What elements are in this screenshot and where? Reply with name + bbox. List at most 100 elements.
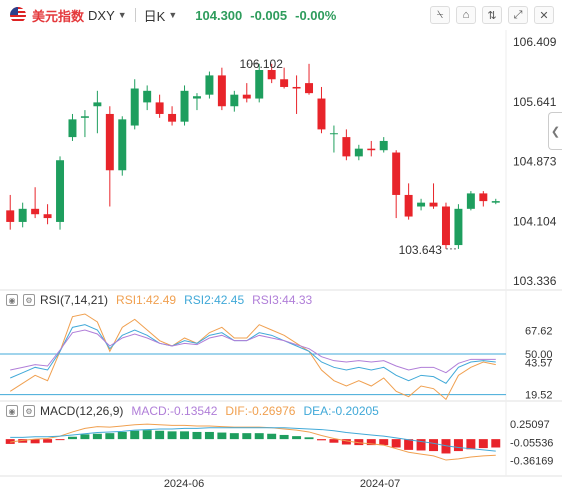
price-tick-label: 104.104 bbox=[513, 214, 557, 228]
rsi-name[interactable]: RSI(7,14,21) bbox=[40, 293, 109, 307]
candle-body bbox=[68, 119, 77, 138]
settings-icon[interactable]: ⌂ bbox=[456, 6, 476, 24]
candle-body bbox=[6, 210, 15, 222]
chevron-down-icon[interactable]: ▼ bbox=[117, 10, 127, 20]
macd-bar bbox=[441, 439, 451, 454]
rsi-tick-label: 50.00 bbox=[525, 349, 553, 361]
candle bbox=[305, 63, 314, 95]
macd-bar bbox=[404, 439, 414, 450]
macd-bar bbox=[5, 439, 15, 444]
candle bbox=[43, 204, 52, 225]
price-change-pct: -0.00% bbox=[295, 7, 337, 23]
candle-body bbox=[143, 90, 152, 103]
collapse-panel-button[interactable]: ❮ bbox=[548, 112, 562, 150]
chevron-down-icon[interactable]: ▼ bbox=[168, 10, 178, 20]
candle bbox=[354, 144, 363, 161]
macd-bar bbox=[379, 439, 389, 446]
candle-body bbox=[43, 214, 52, 219]
macd-bar bbox=[229, 433, 239, 440]
toolbar: 美元指数 DXY ▼ 日K ▼ 104.300 -0.005 -0.00% ⍀ ⌂… bbox=[0, 0, 562, 30]
candle bbox=[367, 140, 376, 157]
candle bbox=[404, 183, 413, 220]
macd-bar bbox=[242, 433, 252, 440]
candle-body bbox=[31, 208, 40, 215]
candle-body bbox=[417, 202, 426, 207]
settings-icon[interactable]: ⚙ bbox=[23, 405, 35, 417]
candle bbox=[342, 129, 351, 161]
candle-body bbox=[80, 116, 89, 118]
candle-body bbox=[93, 102, 102, 107]
candle-body bbox=[404, 194, 413, 217]
last-price: 104.300 bbox=[195, 7, 243, 23]
rsi-header: ◉ ⚙ RSI(7,14,21) RSI1:42.49 RSI2:42.45 R… bbox=[6, 293, 312, 307]
index-name[interactable]: 美元指数 bbox=[32, 8, 85, 24]
indicator-icon[interactable]: ⍀ bbox=[430, 6, 450, 24]
eye-icon[interactable]: ◉ bbox=[6, 294, 18, 306]
macd-bar bbox=[180, 431, 190, 440]
macd-bar bbox=[354, 439, 364, 446]
candle-body bbox=[56, 160, 65, 222]
candle bbox=[205, 71, 214, 99]
macd-bar bbox=[292, 436, 302, 440]
candle-body bbox=[118, 119, 127, 171]
price-tick-label: 106.409 bbox=[513, 35, 557, 49]
dif-value: DIF:-0.26976 bbox=[225, 404, 296, 418]
macd-name[interactable]: MACD(12,26,9) bbox=[40, 404, 124, 418]
candle bbox=[255, 63, 264, 103]
rsi-tick-label: 19.52 bbox=[525, 390, 553, 402]
settings-icon[interactable]: ⚙ bbox=[23, 294, 35, 306]
candle bbox=[242, 83, 251, 103]
candle bbox=[155, 94, 164, 118]
candle-body bbox=[280, 79, 289, 87]
macd-tick-label: 0.25097 bbox=[510, 419, 550, 431]
macd-bar bbox=[304, 437, 314, 440]
price-tick-label: 105.641 bbox=[513, 95, 557, 109]
candle bbox=[192, 93, 201, 111]
macd-chart bbox=[5, 423, 501, 461]
time-tick-label: 2024-07 bbox=[360, 478, 400, 490]
rsi-tick-label: 43.57 bbox=[525, 358, 553, 370]
rsi3-value: RSI3:44.33 bbox=[252, 293, 313, 307]
period-select[interactable]: 日K bbox=[143, 8, 166, 24]
candle-body bbox=[305, 83, 314, 94]
candle-body bbox=[192, 96, 201, 99]
macd-bar bbox=[453, 439, 463, 452]
candle bbox=[6, 194, 15, 230]
candle bbox=[429, 183, 438, 209]
macd-tick-label: -0.05536 bbox=[510, 437, 553, 449]
dea-value: DEA:-0.20205 bbox=[303, 404, 379, 418]
macd-bar bbox=[329, 439, 339, 443]
candle-body bbox=[367, 148, 376, 151]
candle-body bbox=[155, 102, 164, 114]
compare-icon[interactable]: ⇅ bbox=[482, 6, 502, 24]
macd-bar bbox=[192, 431, 202, 440]
macd-bar bbox=[478, 439, 488, 449]
time-tick-label: 2024-06 bbox=[164, 478, 204, 490]
macd-bar bbox=[316, 439, 326, 441]
candle-body bbox=[466, 193, 475, 209]
macd-bar bbox=[30, 439, 40, 444]
macd-value: MACD:-0.13542 bbox=[131, 404, 218, 418]
macd-bar bbox=[466, 439, 476, 450]
low-label: 103.643 bbox=[399, 243, 443, 257]
macd-bar bbox=[366, 439, 376, 446]
fullscreen-icon[interactable]: ⤢ bbox=[508, 6, 528, 24]
macd-header: ◉ ⚙ MACD(12,26,9) MACD:-0.13542 DIF:-0.2… bbox=[6, 404, 387, 418]
candle bbox=[217, 67, 226, 111]
candlestick-chart: 106.102 103.643 bbox=[6, 57, 500, 257]
macd-tick-label: -0.36169 bbox=[510, 456, 553, 468]
candle bbox=[491, 198, 500, 205]
eye-icon[interactable]: ◉ bbox=[6, 405, 18, 417]
candle-body bbox=[205, 75, 214, 95]
macd-bar bbox=[117, 431, 127, 440]
candle bbox=[230, 90, 239, 112]
rsi-series-line-rsi2 bbox=[10, 324, 496, 384]
symbol-select[interactable]: DXY bbox=[88, 7, 115, 23]
candle-body bbox=[491, 201, 500, 203]
candle-body bbox=[454, 208, 463, 246]
candle-body bbox=[317, 98, 326, 130]
close-icon[interactable]: ✕ bbox=[534, 6, 554, 24]
candle bbox=[317, 86, 326, 134]
candle bbox=[180, 85, 189, 126]
